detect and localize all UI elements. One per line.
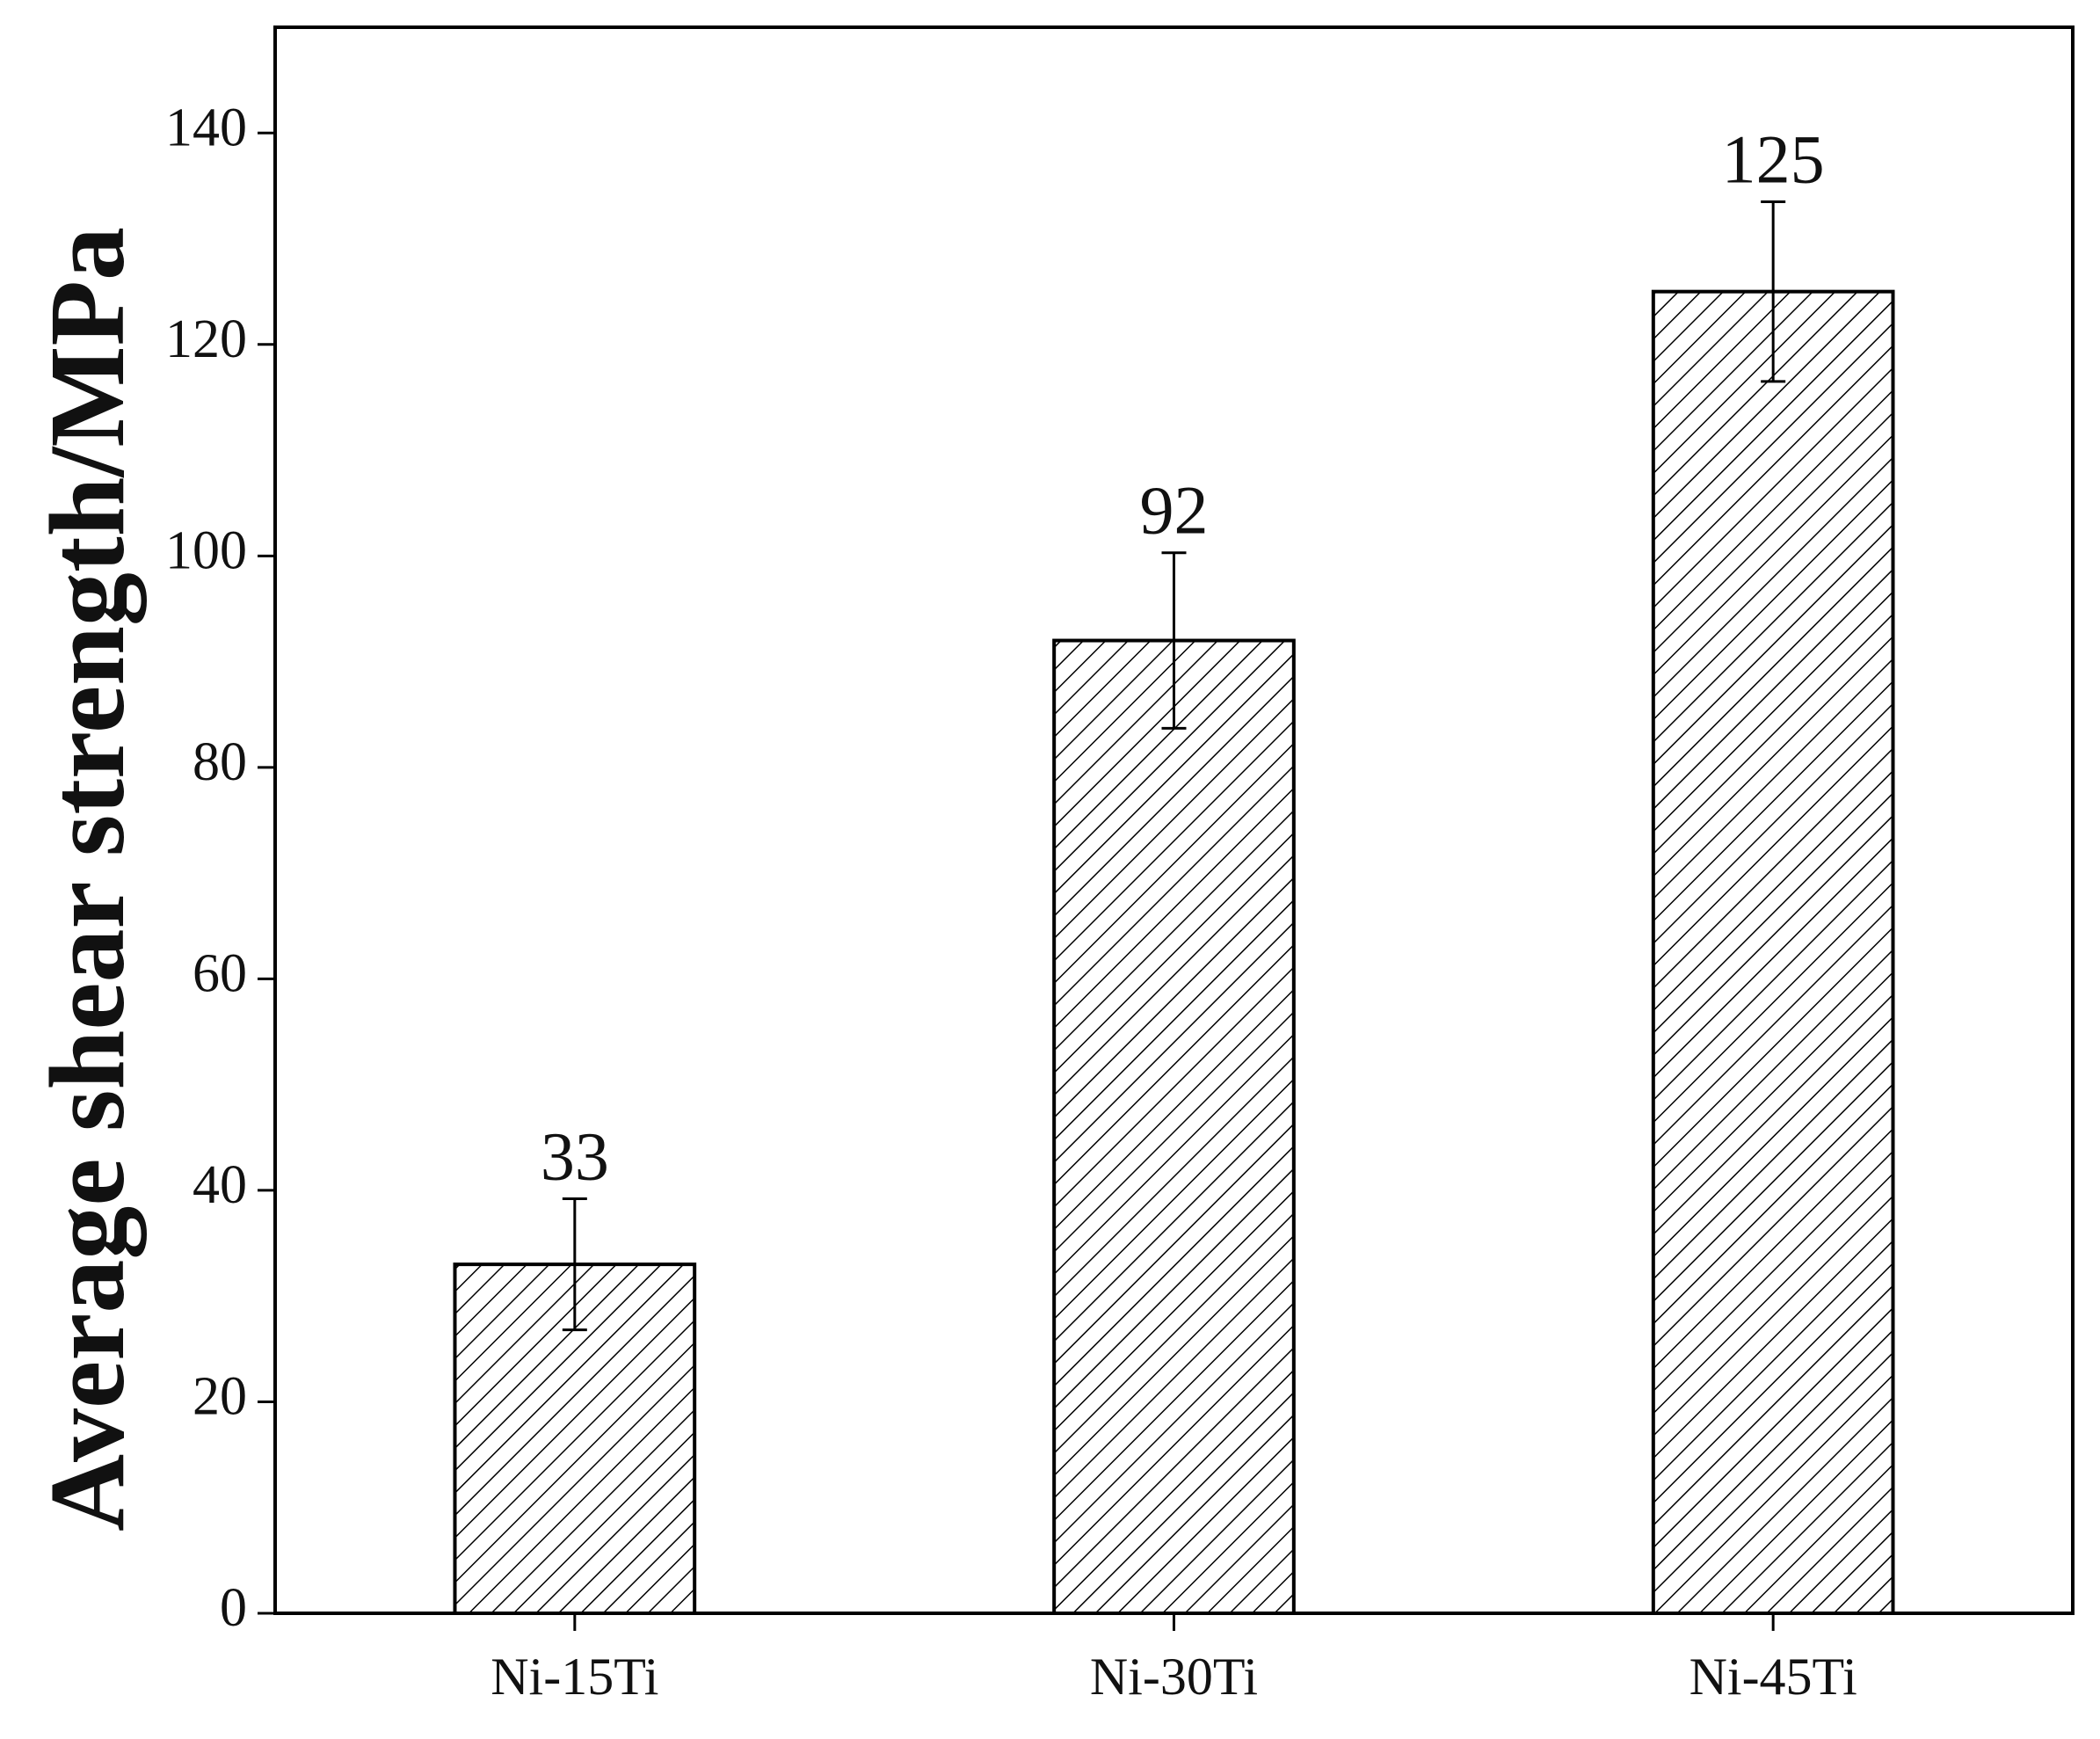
x-tick-label: Ni-30Ti xyxy=(1090,1648,1258,1706)
y-tick-label: 100 xyxy=(165,521,247,581)
y-tick-label: 0 xyxy=(220,1578,247,1638)
value-label: 33 xyxy=(541,1118,609,1195)
plot-frame xyxy=(273,25,2075,1615)
y-tick-label: 80 xyxy=(193,732,247,792)
value-label: 125 xyxy=(1722,120,1825,197)
y-tick-label: 40 xyxy=(193,1155,247,1215)
y-tick-label: 140 xyxy=(165,98,247,158)
x-tick-label: Ni-45Ti xyxy=(1689,1648,1857,1706)
x-tick-label: Ni-15Ti xyxy=(490,1648,658,1706)
bar xyxy=(1052,638,1296,1616)
error-bar xyxy=(1761,200,1786,383)
error-bar xyxy=(562,1197,587,1332)
y-axis-label: Average shear strength/MPa xyxy=(28,227,147,1532)
error-bar xyxy=(1161,551,1187,730)
y-tick-label: 60 xyxy=(193,944,247,1004)
y-tick-label: 120 xyxy=(165,309,247,369)
value-label: 92 xyxy=(1140,472,1209,549)
y-tick-label: 20 xyxy=(193,1367,247,1427)
bar xyxy=(1651,289,1895,1616)
